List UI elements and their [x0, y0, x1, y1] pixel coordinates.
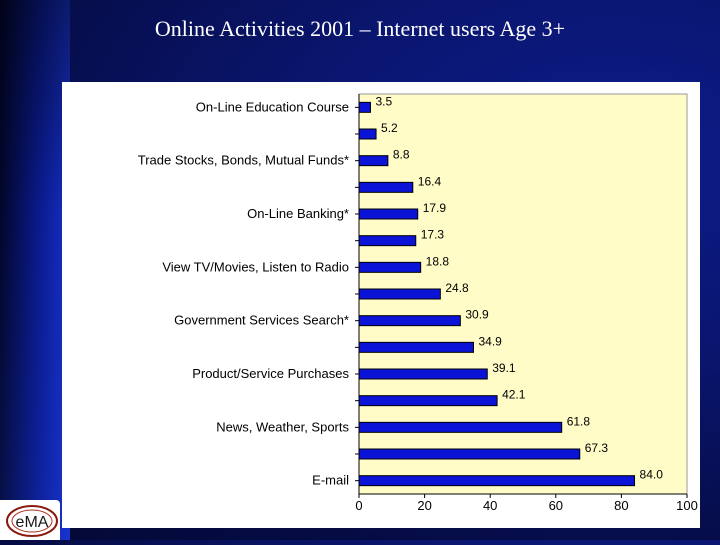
- ema-logo-icon: eMA: [6, 505, 58, 537]
- category-label: View TV/Movies, Listen to Radio: [162, 259, 349, 274]
- bar: [358, 128, 377, 140]
- bar: [358, 341, 474, 353]
- chart-panel: 3.5 On-Line Education Course 5.2 8.8 Trade S…: [62, 82, 700, 528]
- bar: [358, 155, 389, 167]
- bar-value-label: 3.5: [375, 94, 392, 108]
- bar-value-label: 67.3: [585, 441, 609, 455]
- bar: [358, 395, 498, 407]
- x-tick-label: 40: [483, 498, 497, 513]
- slide-title: Online Activities 2001 – Internet users …: [154, 16, 566, 41]
- bar: [358, 181, 414, 193]
- bar: [358, 235, 417, 247]
- bar-chart: 3.5 On-Line Education Course 5.2 8.8 Trade S…: [138, 93, 698, 513]
- category-label: Product/Service Purchases: [192, 366, 349, 381]
- bar: [358, 368, 488, 380]
- category-label: On-Line Banking*: [247, 206, 349, 221]
- bar: [358, 288, 441, 300]
- bar-value-label: 42.1: [502, 388, 526, 402]
- bar-value-label: 18.8: [426, 254, 450, 268]
- bar-value-label: 24.8: [445, 281, 469, 295]
- bar: [358, 315, 461, 327]
- bar-value-label: 30.9: [465, 308, 489, 322]
- bar-value-label: 34.9: [478, 334, 502, 348]
- bar: [358, 261, 422, 273]
- category-label: E-mail: [312, 473, 349, 488]
- x-tick-label: 60: [549, 498, 563, 513]
- bar: [358, 421, 563, 433]
- category-label: On-Line Education Course: [196, 99, 349, 114]
- x-tick-label: 100: [676, 498, 698, 513]
- bar-value-label: 17.3: [421, 228, 445, 242]
- bar-value-label: 61.8: [567, 414, 591, 428]
- bar: [358, 475, 636, 487]
- ema-logo: eMA: [0, 500, 60, 540]
- bar-value-label: 5.2: [381, 121, 398, 135]
- bar-value-label: 8.8: [393, 148, 410, 162]
- x-tick-label: 0: [355, 498, 362, 513]
- decorative-side-band: [0, 0, 70, 540]
- bar-value-label: 16.4: [418, 174, 442, 188]
- bar: [358, 101, 371, 113]
- x-tick-label: 20: [417, 498, 431, 513]
- category-label: Government Services Search*: [174, 313, 349, 328]
- bar-value-label: 84.0: [640, 468, 664, 482]
- category-label: Trade Stocks, Bonds, Mutual Funds*: [138, 153, 349, 168]
- bar: [358, 208, 419, 220]
- bar: [358, 448, 581, 460]
- bar-value-label: 39.1: [492, 361, 516, 375]
- svg-text:eMA: eMA: [16, 514, 49, 531]
- category-label: News, Weather, Sports: [216, 419, 349, 434]
- x-tick-label: 80: [614, 498, 628, 513]
- bar-value-label: 17.9: [423, 201, 447, 215]
